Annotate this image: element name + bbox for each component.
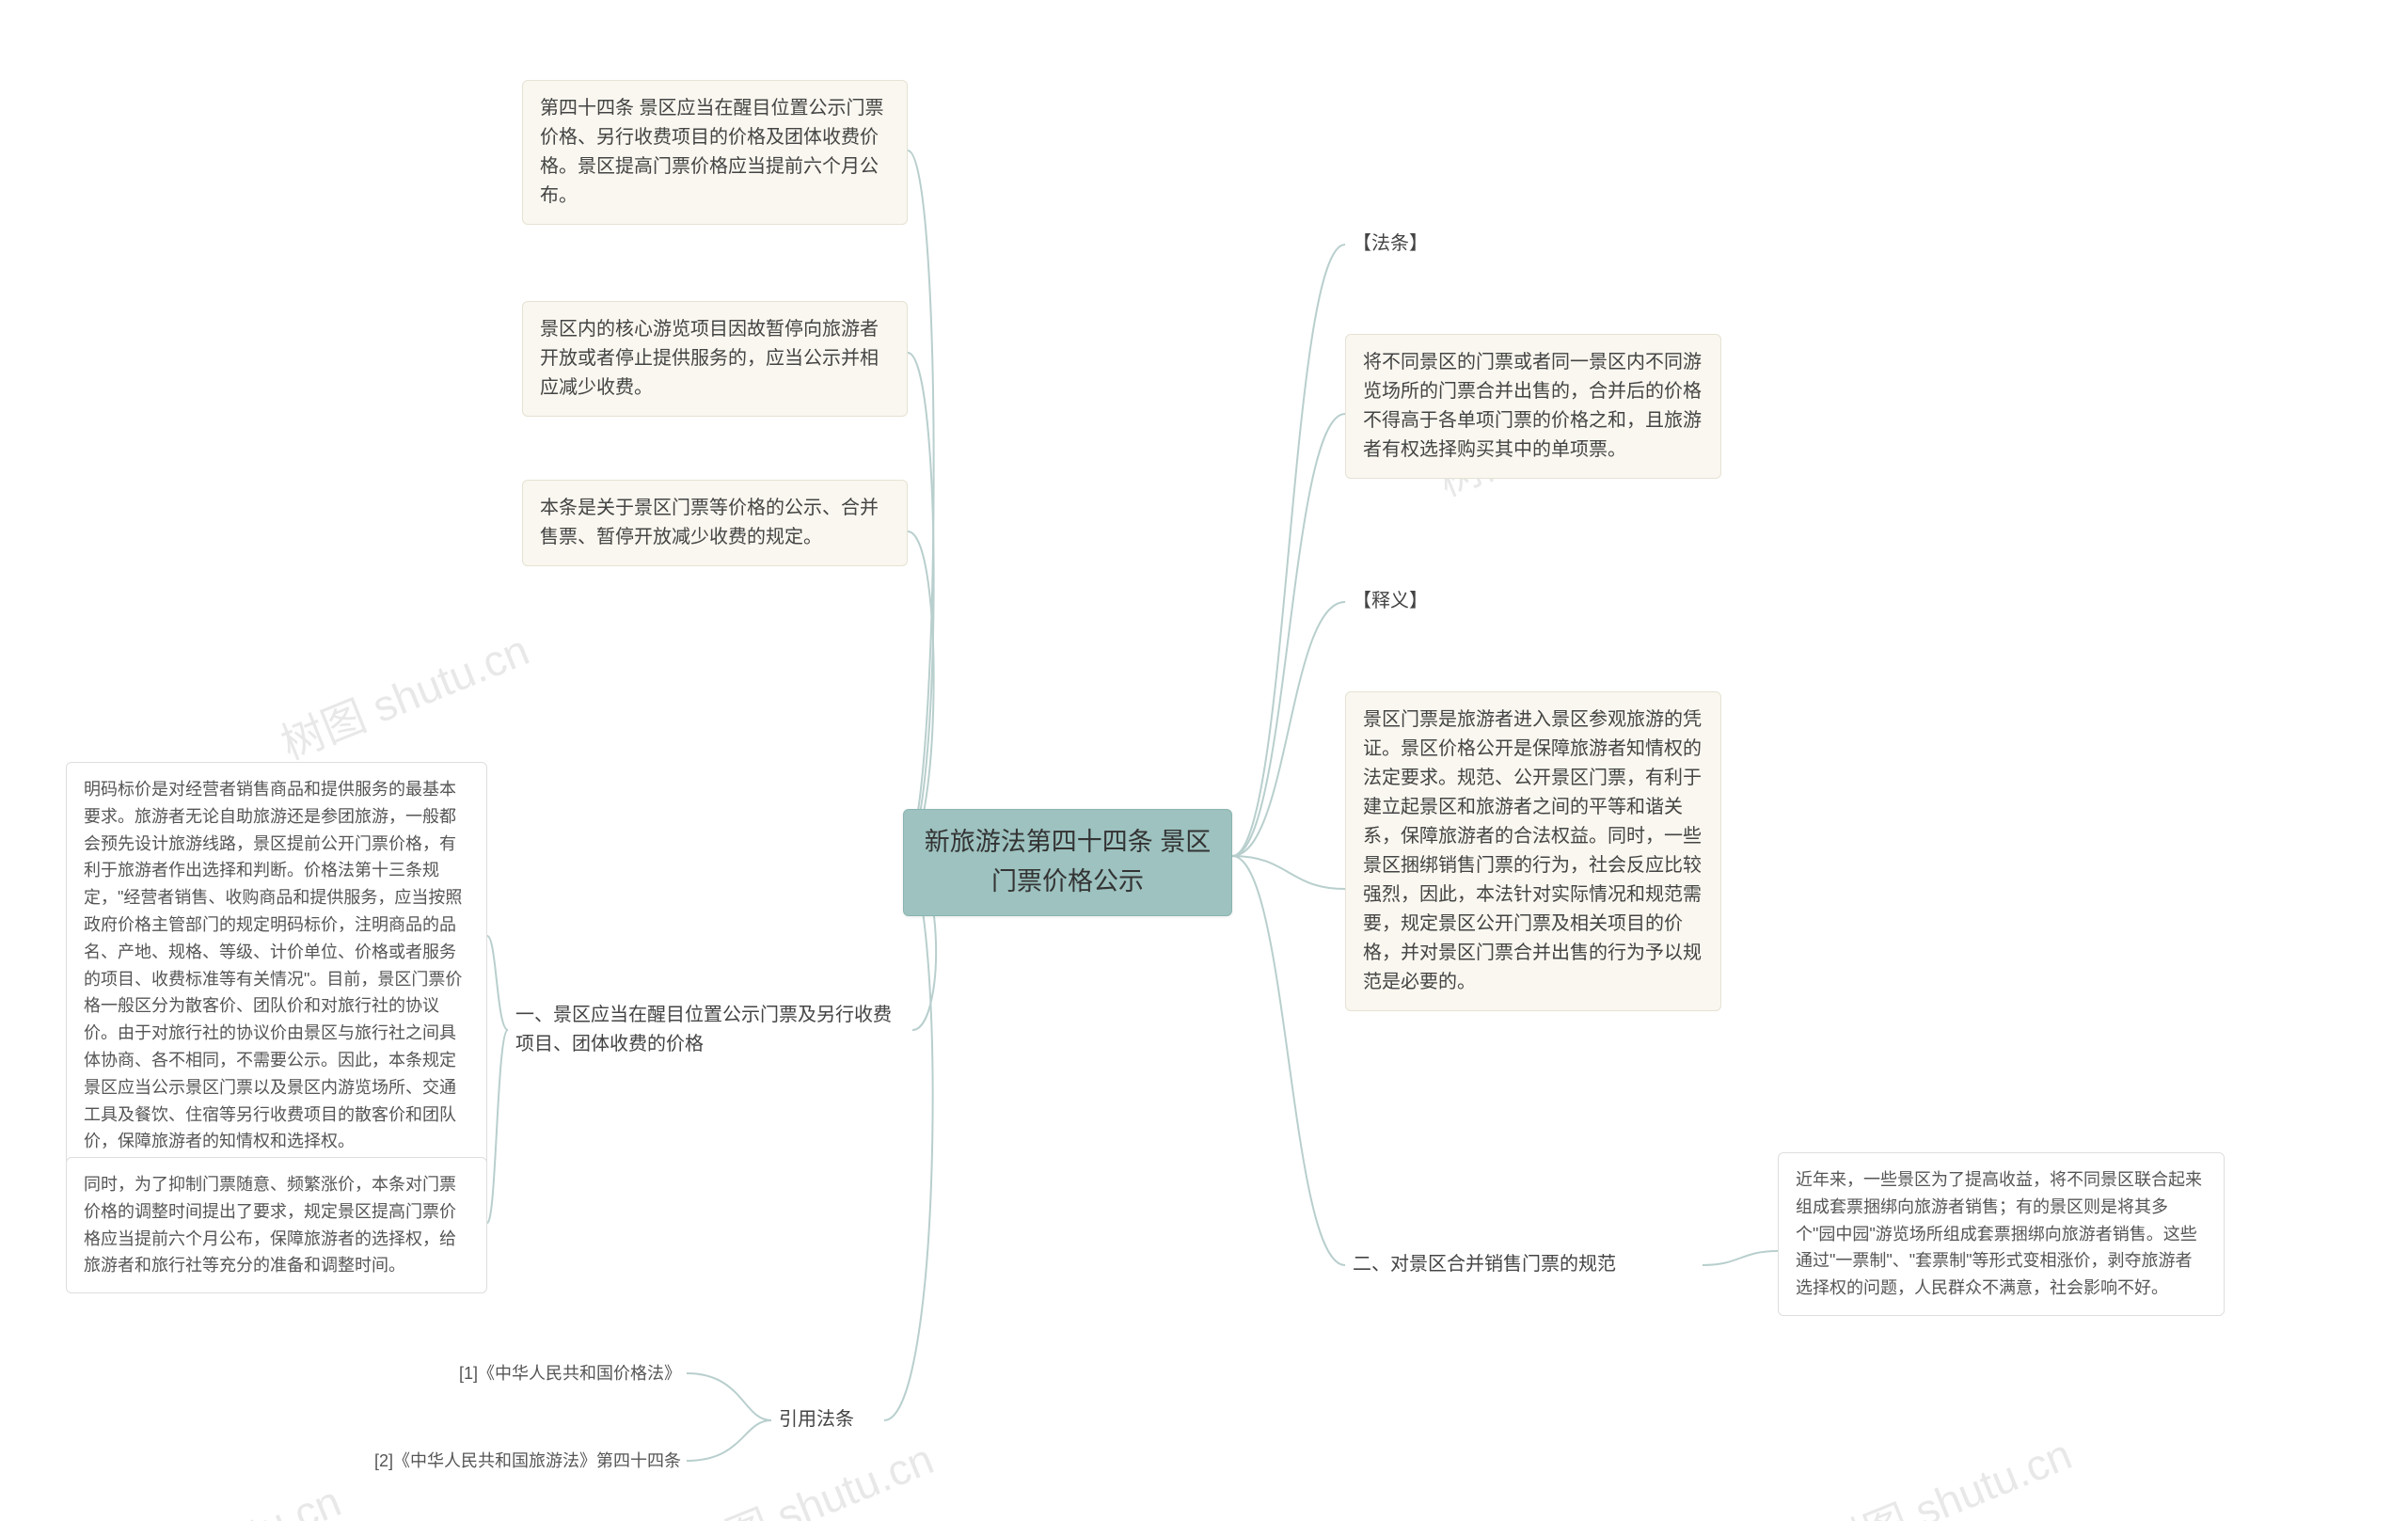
node-summary[interactable]: 本条是关于景区门票等价格的公示、合并售票、暂停开放减少收费的规定。 <box>522 480 908 566</box>
node-law-body[interactable]: 将不同景区的门票或者同一景区内不同游览场所的门票合并出售的，合并后的价格不得高于… <box>1345 334 1721 479</box>
node-citation-1[interactable]: [1]《中华人民共和国价格法》 <box>404 1359 687 1389</box>
node-section-1-label[interactable]: 一、景区应当在醒目位置公示门票及另行收费项目、团体收费的价格 <box>508 997 912 1063</box>
mindmap-canvas: 树图 shutu.cn 树图 shutu.cn 树图 shutu.cn 树图 s… <box>0 0 2408 1521</box>
watermark: 树图 shutu.cn <box>271 616 537 772</box>
node-section-1-para2[interactable]: 同时，为了抑制门票随意、频繁涨价，本条对门票价格的调整时间提出了要求，规定景区提… <box>66 1157 487 1293</box>
node-section-2-label[interactable]: 二、对景区合并销售门票的规范 <box>1345 1246 1624 1283</box>
watermark: 树图 shutu.cn <box>675 1425 942 1521</box>
node-article-44-suspend[interactable]: 景区内的核心游览项目因故暂停向旅游者开放或者停止提供服务的，应当公示并相应减少收… <box>522 301 908 417</box>
node-explain-body[interactable]: 景区门票是旅游者进入景区参观旅游的凭证。景区价格公开是保障旅游者知情权的法定要求… <box>1345 691 1721 1011</box>
node-section-2-body[interactable]: 近年来，一些景区为了提高收益，将不同景区联合起来组成套票捆绑向旅游者销售；有的景… <box>1778 1152 2225 1316</box>
node-explain-label[interactable]: 【释义】 <box>1345 583 1435 620</box>
node-citation-2[interactable]: [2]《中华人民共和国旅游法》第四十四条 <box>348 1447 687 1477</box>
center-topic[interactable]: 新旅游法第四十四条 景区 门票价格公示 <box>903 809 1232 916</box>
node-section-1-para1[interactable]: 明码标价是对经营者销售商品和提供服务的最基本要求。旅游者无论自助旅游还是参团旅游… <box>66 762 487 1169</box>
watermark: 树图 shutu.cn <box>83 1467 349 1521</box>
node-article-44[interactable]: 第四十四条 景区应当在醒目位置公示门票价格、另行收费项目的价格及团体收费价格。景… <box>522 80 908 225</box>
node-citations-label[interactable]: 引用法条 <box>771 1402 862 1438</box>
watermark: 树图 shutu.cn <box>1814 1420 2080 1521</box>
node-law-label[interactable]: 【法条】 <box>1345 226 1435 262</box>
center-line1: 新旅游法第四十四条 景区 <box>921 823 1214 863</box>
center-line2: 门票价格公示 <box>921 863 1214 902</box>
